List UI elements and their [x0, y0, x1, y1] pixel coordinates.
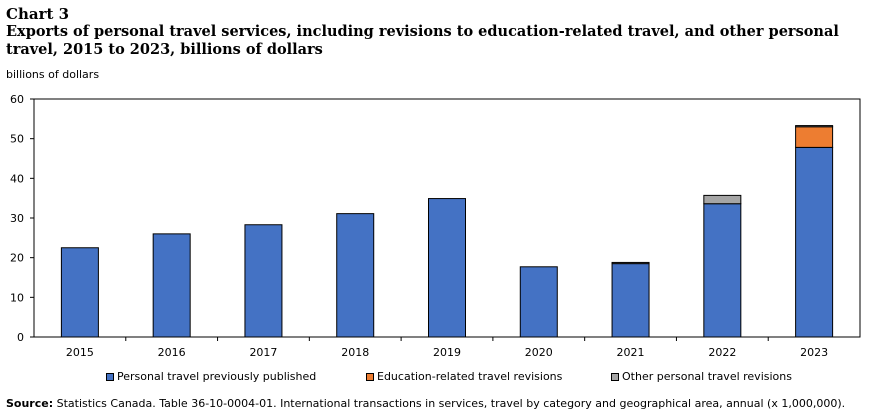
source-text: Statistics Canada. Table 36-10-0004-01. … [56, 397, 846, 410]
legend-item-education-revisions: Education-related travel revisions [366, 370, 562, 383]
chart-title: Exports of personal travel services, inc… [6, 23, 839, 58]
legend-label: Education-related travel revisions [377, 370, 563, 383]
x-tick-label: 2022 [708, 346, 736, 359]
y-axis-label: billions of dollars [6, 68, 100, 81]
x-tick-label: 2021 [617, 346, 645, 359]
bar-2020-series-0 [519, 266, 558, 338]
y-tick-label: 30 [10, 212, 24, 225]
bar-2023-series-2 [795, 125, 834, 128]
bar-2019-series-0 [428, 198, 466, 338]
source-note: Source: Statistics Canada. Table 36-10-0… [6, 397, 845, 410]
x-tick-label: 2016 [158, 346, 186, 359]
x-tick-label: 2020 [525, 346, 553, 359]
x-tick-label: 2019 [433, 346, 461, 359]
source-label: Source: [6, 397, 54, 410]
legend: Personal travel previously published Edu… [0, 370, 877, 386]
bar-2018-series-0 [336, 213, 375, 338]
x-tick-label: 2015 [66, 346, 94, 359]
legend-item-previously-published: Personal travel previously published [106, 370, 316, 383]
bar-2015-series-0 [60, 247, 99, 338]
legend-label: Personal travel previously published [117, 370, 317, 383]
legend-item-other-revisions: Other personal travel revisions [611, 370, 792, 383]
bar-2016-series-0 [152, 233, 191, 338]
legend-label: Other personal travel revisions [622, 370, 792, 383]
bar-2023-series-0 [795, 146, 834, 338]
bar-2022-series-2 [703, 194, 742, 205]
y-tick-label: 20 [10, 252, 24, 265]
x-tick-label: 2023 [800, 346, 828, 359]
y-tick-label: 0 [17, 331, 24, 344]
bar-2021-series-2 [611, 261, 650, 265]
y-tick-label: 60 [10, 93, 24, 106]
bar-2021-series-0 [611, 263, 650, 338]
bar-2022-series-0 [703, 203, 742, 338]
legend-swatch [611, 372, 619, 381]
chart-label: Chart 3 [6, 5, 70, 23]
legend-swatch [366, 372, 374, 381]
x-tick-label: 2017 [249, 346, 277, 359]
bar-2023-series-1 [795, 126, 834, 148]
bar-2017-series-0 [244, 224, 283, 338]
x-tick-label: 2018 [341, 346, 369, 359]
y-tick-label: 50 [10, 133, 24, 146]
y-tick-label: 40 [10, 172, 24, 185]
y-tick-label: 10 [10, 291, 24, 304]
legend-swatch [106, 372, 114, 381]
